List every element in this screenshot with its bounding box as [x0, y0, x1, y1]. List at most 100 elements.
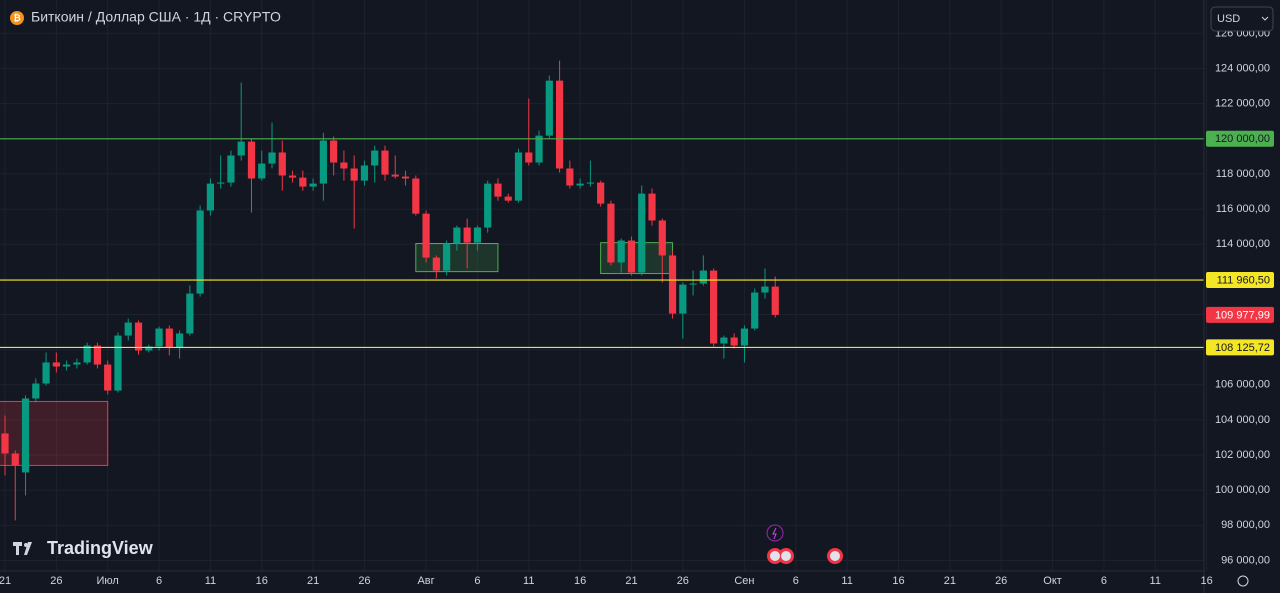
candle-body: [699, 270, 707, 284]
candle-body: [720, 337, 728, 344]
candle-body: [638, 193, 646, 273]
candle-body: [206, 183, 214, 211]
candle-body: [771, 286, 779, 315]
y-tick-label: 122 000,00: [1215, 98, 1270, 110]
candle-body: [545, 80, 553, 136]
candle-body: [299, 177, 307, 187]
x-tick-label: 16: [256, 575, 268, 587]
x-tick-label: 11: [841, 575, 852, 587]
candle-body: [145, 346, 153, 351]
candle-body: [576, 183, 584, 186]
brand-logo: TradingView: [13, 538, 154, 558]
level-label-box: [1206, 130, 1274, 147]
x-tick-label: 21: [307, 575, 319, 587]
candle-body: [93, 345, 102, 365]
event-icon[interactable]: [766, 524, 784, 542]
x-tick-label: 6: [156, 575, 162, 587]
candle-body: [525, 152, 533, 163]
candle-body: [473, 227, 482, 243]
y-tick-label: 114 000,00: [1216, 238, 1270, 250]
candle-body: [679, 284, 687, 314]
candle-body: [730, 337, 738, 346]
level-label: 111 960,50: [1217, 274, 1270, 286]
candle-body: [268, 152, 276, 164]
currency-button[interactable]: USD: [1210, 6, 1274, 32]
currency-label[interactable]: USD: [1217, 13, 1240, 25]
x-tick-label: 21: [944, 575, 956, 587]
chart-title: Биткоин / Доллар США · 1Д · CRYPTO: [31, 9, 281, 25]
candle-body: [42, 362, 50, 384]
candle-body: [504, 196, 512, 201]
candle-body: [761, 286, 769, 293]
x-tick-label: 26: [677, 575, 689, 587]
candle-body: [11, 453, 19, 466]
candle-body: [196, 210, 204, 294]
candle-body: [710, 270, 718, 344]
candle-body: [237, 141, 245, 156]
candle-body: [555, 80, 564, 169]
candle-body: [617, 240, 625, 263]
y-tick-label: 104 000,00: [1215, 414, 1270, 426]
dropdown-arrow[interactable]: [1261, 16, 1269, 21]
x-tick-label: 26: [358, 575, 370, 587]
x-tick-label: 6: [474, 575, 480, 587]
candle-body: [668, 255, 677, 314]
x-tick-label: Окт: [1043, 575, 1062, 587]
candle-body: [463, 227, 471, 243]
candle-body: [63, 364, 71, 367]
candle-body: [586, 182, 594, 184]
brand-name: TradingView: [47, 538, 154, 558]
candle-body: [371, 150, 379, 166]
x-tick-label: 21: [0, 575, 11, 587]
candle-body: [227, 155, 235, 183]
candle-body: [432, 257, 440, 271]
current-price-box: [1206, 306, 1274, 323]
candle-body: [340, 162, 348, 169]
candle-body: [648, 193, 656, 221]
x-tick-label: 11: [1150, 575, 1161, 587]
flag-icon: [770, 551, 780, 561]
x-tick-label: 26: [995, 575, 1007, 587]
x-tick-label: 26: [50, 575, 62, 587]
plot-area: [0, 60, 1204, 521]
x-tick-label: 16: [1200, 575, 1212, 587]
settings-icon[interactable]: [1237, 575, 1249, 587]
event-icons[interactable]: [766, 524, 843, 564]
candle-body: [350, 168, 358, 181]
y-tick-label: 106 000,00: [1215, 379, 1270, 391]
candle-body: [155, 328, 163, 347]
candle-body: [597, 182, 605, 204]
candle-body: [32, 383, 40, 399]
candle-body: [288, 175, 297, 178]
y-tick-label: 96 000,00: [1221, 554, 1270, 566]
level-label: 120 000,00: [1215, 133, 1270, 145]
candle-body: [104, 364, 112, 391]
y-tick-label: 116 000,00: [1216, 203, 1270, 215]
candle-body: [751, 292, 759, 329]
current-price-label: 109 977,99: [1215, 309, 1270, 321]
y-tick-label: 100 000,00: [1215, 484, 1270, 496]
x-tick-label: Июл: [97, 575, 119, 587]
candle-body: [319, 140, 327, 184]
candle-body: [124, 322, 132, 336]
candle-body: [134, 322, 143, 351]
candle-body: [83, 345, 91, 363]
candle-body: [52, 362, 60, 367]
candle-body: [627, 240, 636, 273]
candle-body: [309, 183, 317, 187]
candle-body: [566, 168, 574, 186]
candle-body: [422, 213, 430, 258]
candle-body: [21, 398, 30, 473]
candle-body: [165, 328, 173, 348]
candle-body: [360, 165, 369, 181]
currency-button-frame[interactable]: [1210, 6, 1274, 32]
y-tick-label: 124 000,00: [1215, 62, 1270, 74]
candle-body: [689, 283, 697, 285]
candle-body: [114, 335, 122, 391]
candle-body: [514, 152, 523, 201]
candle-body: [453, 227, 461, 244]
x-tick-label: 6: [793, 575, 799, 587]
candle-body: [247, 141, 256, 179]
x-tick-label: 11: [523, 575, 534, 587]
